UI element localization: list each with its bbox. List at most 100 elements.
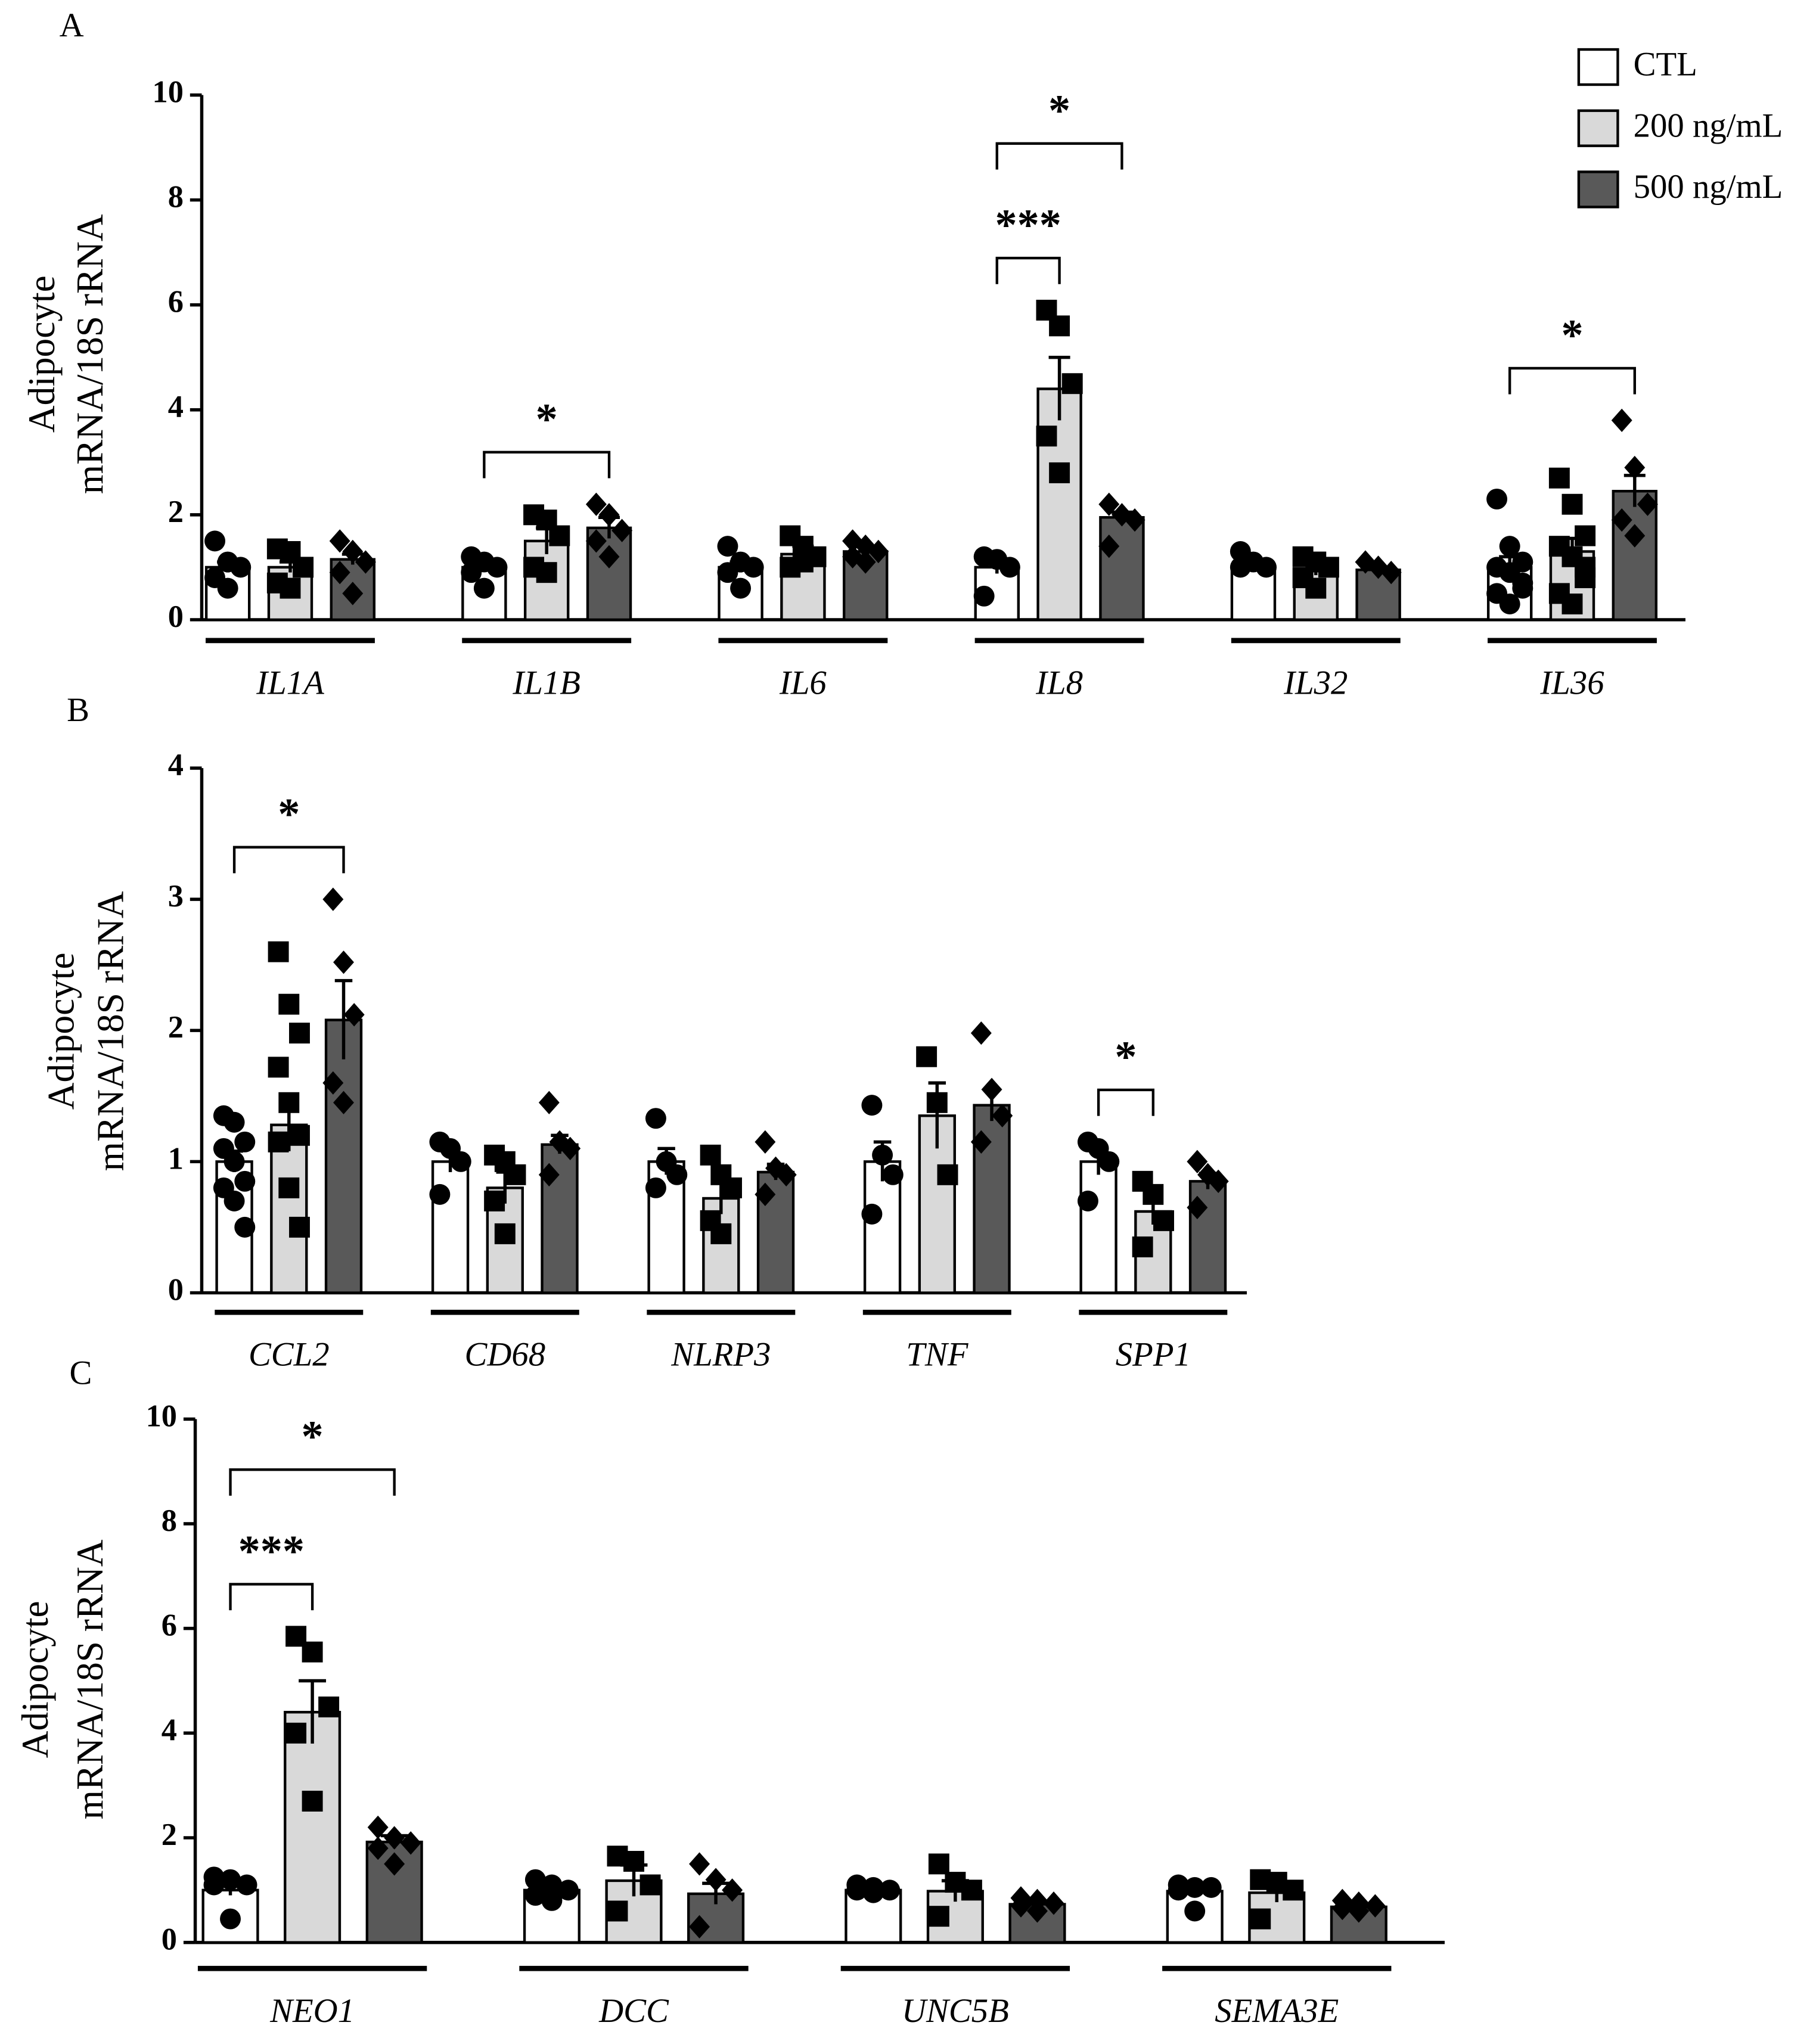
data-point [710, 1223, 732, 1244]
data-point [1153, 1210, 1174, 1231]
data-point [861, 1203, 883, 1225]
y-axis-label: Adipocyte [21, 275, 63, 433]
data-point [302, 1790, 323, 1812]
data-point [1486, 488, 1508, 510]
significance-label: * [302, 1412, 324, 1461]
y-axis-label: mRNA/18S rRNA [90, 891, 132, 1171]
x-tick-label: IL8 [1035, 664, 1083, 701]
data-point [223, 1190, 245, 1212]
data-point [1611, 408, 1632, 433]
significance-bracket [229, 1583, 314, 1611]
data-point [639, 1874, 661, 1896]
data-point [289, 1124, 310, 1146]
significance-label: *** [995, 201, 1061, 250]
significance-label: *** [238, 1527, 305, 1576]
data-point [223, 1151, 245, 1172]
data-point [473, 577, 495, 599]
data-point [689, 1852, 710, 1876]
data-point [879, 1880, 901, 1901]
data-point [234, 1216, 256, 1238]
data-point [557, 1880, 579, 1901]
x-tick-label: CD68 [464, 1336, 545, 1374]
data-point [645, 1177, 666, 1198]
data-point [1143, 1183, 1164, 1205]
x-tick-label: IL36 [1539, 664, 1604, 701]
data-point [541, 1890, 563, 1911]
significance-bracket [229, 1468, 396, 1496]
data-point [524, 1869, 546, 1890]
y-tick-label: 6 [168, 285, 184, 319]
data-point [1187, 1150, 1208, 1173]
y-tick-label: 2 [168, 1010, 184, 1045]
data-point [278, 993, 300, 1015]
panel-label: C [69, 1354, 92, 1391]
data-point [342, 539, 364, 564]
data-point [268, 1131, 289, 1153]
data-point [1061, 373, 1083, 394]
y-tick-label: 2 [168, 495, 184, 529]
bar [324, 1018, 363, 1294]
data-point [916, 1046, 937, 1067]
x-tick-label: IL1A [256, 664, 324, 701]
x-tick-label: SPP1 [1116, 1336, 1191, 1374]
data-point [981, 1077, 1002, 1101]
y-tick-label: 10 [153, 75, 184, 110]
data-point [268, 1057, 289, 1078]
data-point [999, 557, 1020, 578]
data-point [961, 1880, 982, 1901]
data-point [970, 1021, 992, 1045]
data-point [293, 557, 314, 578]
bar [270, 1123, 308, 1294]
data-point [289, 1023, 310, 1044]
y-tick-label: 0 [168, 599, 184, 634]
data-point [645, 1108, 666, 1129]
significance-bracket [995, 256, 1061, 284]
y-axis-label: mRNA/18S rRNA [69, 1539, 111, 1819]
data-point [1561, 493, 1583, 515]
data-point [862, 1882, 884, 1903]
y-tick-label: 4 [162, 1713, 177, 1747]
data-point [560, 1136, 581, 1160]
data-point [926, 1092, 948, 1113]
data-point [220, 1908, 241, 1930]
data-point [792, 551, 814, 573]
data-point [302, 1641, 323, 1663]
panel-label: B [67, 691, 89, 729]
data-point [494, 1223, 516, 1244]
data-point [289, 1216, 310, 1238]
bar [431, 1160, 470, 1294]
data-point [666, 1164, 688, 1185]
data-point [203, 1874, 225, 1896]
significance-bracket [1097, 1088, 1155, 1116]
data-point [1207, 1169, 1229, 1193]
data-point [721, 1177, 742, 1198]
data-point [1318, 557, 1339, 578]
data-point [1124, 508, 1145, 532]
data-point [234, 1170, 256, 1192]
data-point [1348, 1899, 1370, 1923]
x-tick-label: TNF [906, 1336, 968, 1374]
data-point [1036, 425, 1057, 447]
data-point [730, 577, 752, 599]
y-tick-label: 4 [168, 748, 184, 782]
significance-bracket [1508, 366, 1637, 394]
y-tick-label: 10 [146, 1399, 177, 1433]
data-point [234, 1131, 256, 1153]
data-point [717, 536, 738, 557]
y-tick-label: 1 [168, 1141, 184, 1176]
bar [1036, 387, 1082, 622]
data-point [755, 1182, 776, 1207]
significance-label: * [278, 790, 300, 839]
data-point [855, 550, 876, 574]
legend-label: CTL [1634, 46, 1697, 83]
data-point [450, 1151, 471, 1172]
x-tick-label: IL6 [779, 664, 827, 701]
legend-swatch [1577, 170, 1619, 209]
data-point [1499, 594, 1520, 614]
y-axis-label: Adipocyte [14, 1601, 56, 1758]
data-point [585, 492, 607, 516]
data-point [722, 1878, 743, 1902]
y-tick-label: 4 [168, 390, 184, 424]
legend-label: 500 ng/mL [1634, 168, 1783, 206]
data-point [1575, 525, 1596, 546]
